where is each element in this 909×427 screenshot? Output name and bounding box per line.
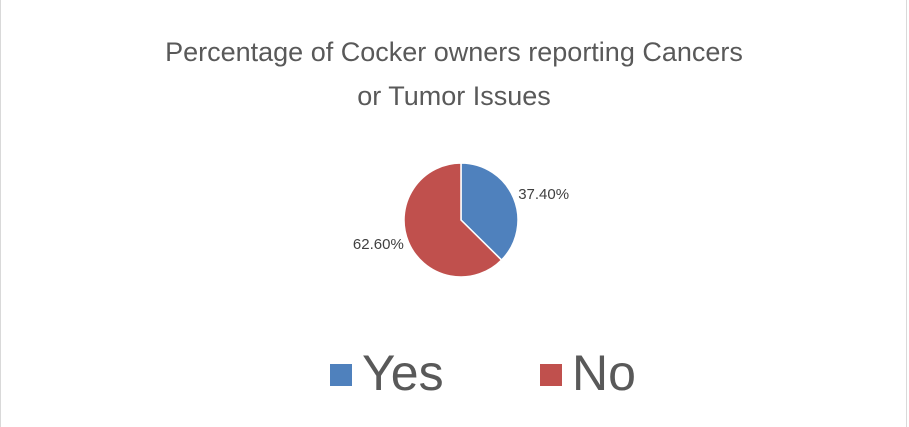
legend-swatch — [540, 364, 562, 386]
legend-swatch — [330, 364, 352, 386]
data-label: 37.40% — [518, 186, 569, 203]
legend-label: Yes — [362, 345, 444, 401]
chart-title: Percentage of Cocker owners reporting Ca… — [165, 37, 743, 111]
legend-label: No — [572, 345, 636, 401]
pie-slice — [403, 162, 503, 278]
data-label: 62.60% — [353, 236, 404, 253]
pie-slice — [460, 162, 519, 262]
